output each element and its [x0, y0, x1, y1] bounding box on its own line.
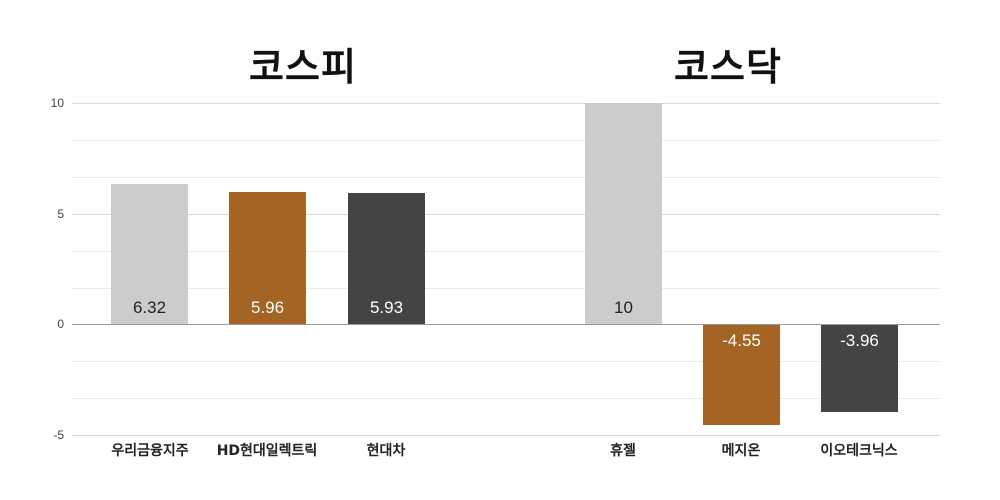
gridline-neg5: [72, 435, 940, 436]
y-tick: 5: [57, 207, 64, 221]
x-label: 우리금융지주: [111, 443, 189, 459]
bar-value: 6.32: [132, 298, 167, 317]
bar-value: -3.96: [840, 331, 879, 350]
x-label: HD현대일렉트릭: [216, 443, 318, 459]
gridline-5: [72, 214, 940, 215]
bar-value: -4.55: [722, 331, 761, 350]
bar-value: 10: [614, 298, 633, 317]
bar-woori: 6.32: [111, 184, 188, 324]
gridline-minor: [72, 398, 940, 399]
bar-mezzion: -4.55: [703, 325, 780, 425]
kosdaq-title: 코스닥: [674, 45, 782, 89]
gridline-minor: [72, 140, 940, 141]
gridline-minor: [72, 288, 940, 289]
bar-hugel: 10: [585, 103, 662, 324]
bar-eotechnics: -3.96: [821, 325, 898, 412]
bar-hd-electric: 5.96: [229, 192, 306, 324]
gridline-minor: [72, 177, 940, 178]
y-tick: 10: [50, 96, 64, 110]
x-label: 이오테크닉스: [820, 443, 898, 459]
bar-value: 5.96: [250, 298, 285, 317]
bar-hyundai: 5.93: [348, 193, 425, 324]
bar-value: 5.93: [369, 298, 404, 317]
gridline-minor: [72, 361, 940, 362]
gridline-10: [72, 103, 940, 104]
kospi-title: 코스피: [249, 45, 357, 89]
x-label: 메지온: [721, 443, 761, 459]
x-label: 현대차: [366, 443, 406, 459]
y-tick: 0: [57, 317, 64, 331]
x-label: 휴젤: [610, 443, 636, 459]
zero-baseline: [72, 324, 940, 325]
gridline-minor: [72, 251, 940, 252]
y-tick: -5: [53, 428, 64, 442]
